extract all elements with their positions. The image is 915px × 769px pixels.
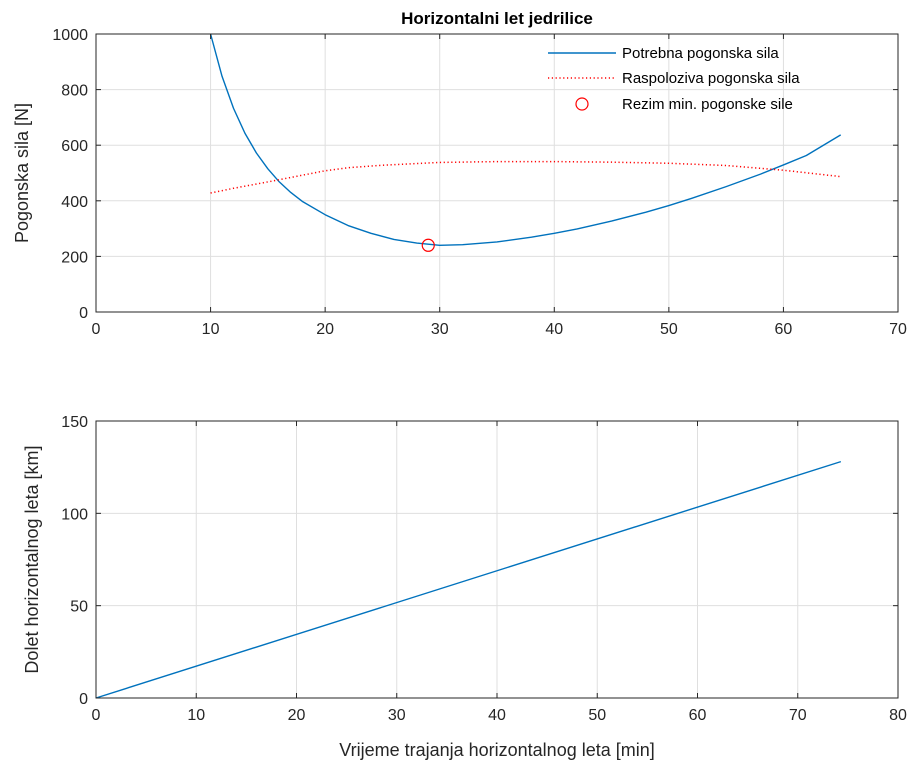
y-tick-label: 1000 xyxy=(52,27,88,44)
y-tick-label: 50 xyxy=(70,599,88,616)
chart-title: Horizontalni let jedrilice xyxy=(401,9,593,28)
series-layer xyxy=(95,460,842,699)
x-tick-label: 30 xyxy=(431,321,449,338)
tick-labels: 0 10 20 30 40 50 60 70 80 0 50 100 150 xyxy=(61,414,907,724)
x-tick-label: 80 xyxy=(889,707,907,724)
legend-entry: Potrebna pogonska sila xyxy=(622,45,779,62)
x-tick-label: 10 xyxy=(202,321,220,338)
y-tick-label: 150 xyxy=(61,414,88,431)
force-chart: Horizontalni let jedrilice Pogonska sila… xyxy=(12,9,907,338)
series-line-0 xyxy=(95,460,842,699)
y-tick-label: 0 xyxy=(79,305,88,322)
y-tick-label: 0 xyxy=(79,691,88,708)
x-tick-label: 60 xyxy=(689,707,707,724)
legend-entry: Rezim min. pogonske sile xyxy=(622,96,793,113)
series-layer xyxy=(209,33,842,252)
y-tick-label: 600 xyxy=(61,138,88,155)
x-tick-label: 70 xyxy=(889,321,907,338)
y-tick-label: 200 xyxy=(61,249,88,266)
min-force-point xyxy=(421,238,435,252)
x-tick-label: 50 xyxy=(588,707,606,724)
x-tick-label: 60 xyxy=(775,321,793,338)
x-tick-label: 40 xyxy=(545,321,563,338)
x-tick-label: 50 xyxy=(660,321,678,338)
y-tick-label: 100 xyxy=(61,506,88,523)
x-tick-label: 70 xyxy=(789,707,807,724)
y-tick-label: 800 xyxy=(61,83,88,100)
x-tick-label: 0 xyxy=(92,321,101,338)
x-axis-label: Vrijeme trajanja horizontalnog leta [min… xyxy=(339,740,655,760)
plot-frame xyxy=(95,33,899,313)
series-line-1 xyxy=(210,160,841,194)
x-tick-label: 20 xyxy=(316,321,334,338)
range-chart: Vrijeme trajanja horizontalnog leta [min… xyxy=(22,414,907,760)
grid xyxy=(95,420,899,699)
x-tick-label: 40 xyxy=(488,707,506,724)
x-tick-label: 0 xyxy=(92,707,101,724)
y-axis-label: Pogonska sila [N] xyxy=(12,103,32,243)
x-tick-label: 30 xyxy=(388,707,406,724)
series-line-0 xyxy=(209,33,842,246)
x-tick-label: 20 xyxy=(288,707,306,724)
legend-marker xyxy=(575,97,589,111)
x-tick-label: 10 xyxy=(187,707,205,724)
legend-entry: Raspoloziva pogonska sila xyxy=(622,70,800,87)
tick-labels: 0 10 20 30 40 50 60 70 0 200 400 600 800 1000 xyxy=(52,27,907,338)
legend: Potrebna pogonska sila Raspoloziva pogons… xyxy=(548,45,800,113)
y-tick-label: 400 xyxy=(61,194,88,211)
y-axis-label: Dolet horizontalnog leta [km] xyxy=(22,445,42,673)
